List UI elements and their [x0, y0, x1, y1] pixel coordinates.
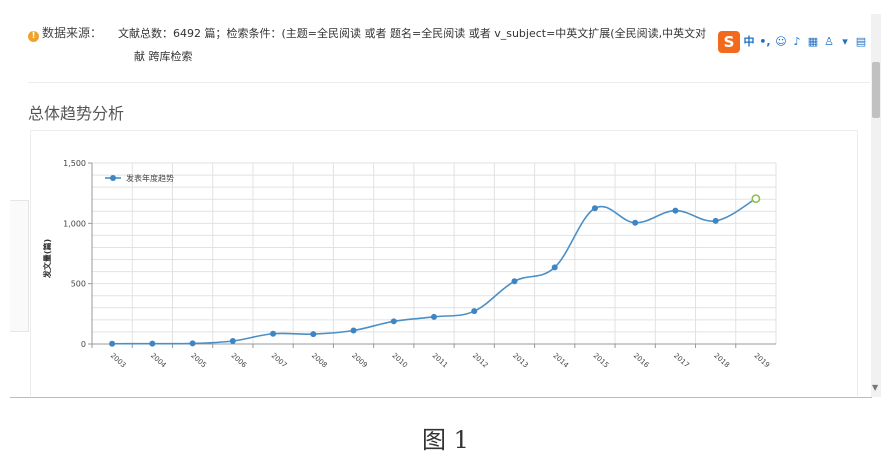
ime-toolbar: S 中 •, ☺ ♪ ▦ ♙ ▾ ▤: [716, 30, 870, 54]
figure-caption: 图 1: [422, 426, 469, 454]
screenshot-bottom-border: [10, 397, 872, 398]
data-source-label: 数据来源：: [42, 26, 103, 40]
info-icon: !: [28, 31, 39, 42]
scrollbar-thumb[interactable]: [872, 62, 880, 118]
ime-voice-icon[interactable]: ♪: [793, 35, 801, 48]
ime-chinese-mode-icon[interactable]: 中: [743, 35, 755, 48]
data-source-text-continued: 献 跨库检索: [134, 50, 193, 63]
data-source-row: ! 数据来源： 文献总数：6492 篇；检索条件：(主题=全民阅读 或者 题名=全民…: [28, 20, 848, 47]
chart-panel: [30, 130, 858, 396]
scrollbar[interactable]: [871, 14, 881, 397]
ime-user-icon[interactable]: ♙: [824, 35, 834, 48]
scroll-down-arrow-icon[interactable]: ▼: [872, 383, 879, 392]
data-source-text: 文献总数：6492 篇；检索条件：(主题=全民阅读 或者 题名=全民阅读 或者 …: [118, 27, 707, 40]
ime-skin-icon[interactable]: ▾: [842, 35, 848, 48]
section-divider: [28, 82, 870, 83]
left-panel-edge: [10, 200, 29, 332]
ime-keyboard-icon[interactable]: ▦: [807, 35, 819, 48]
ime-toolbox-icon[interactable]: ▤: [855, 35, 867, 48]
sogou-ime-logo-icon[interactable]: S: [718, 31, 740, 53]
section-title: 总体趋势分析: [28, 104, 125, 123]
ime-punctuation-icon[interactable]: •,: [759, 35, 771, 48]
ime-emoji-icon[interactable]: ☺: [775, 35, 787, 48]
